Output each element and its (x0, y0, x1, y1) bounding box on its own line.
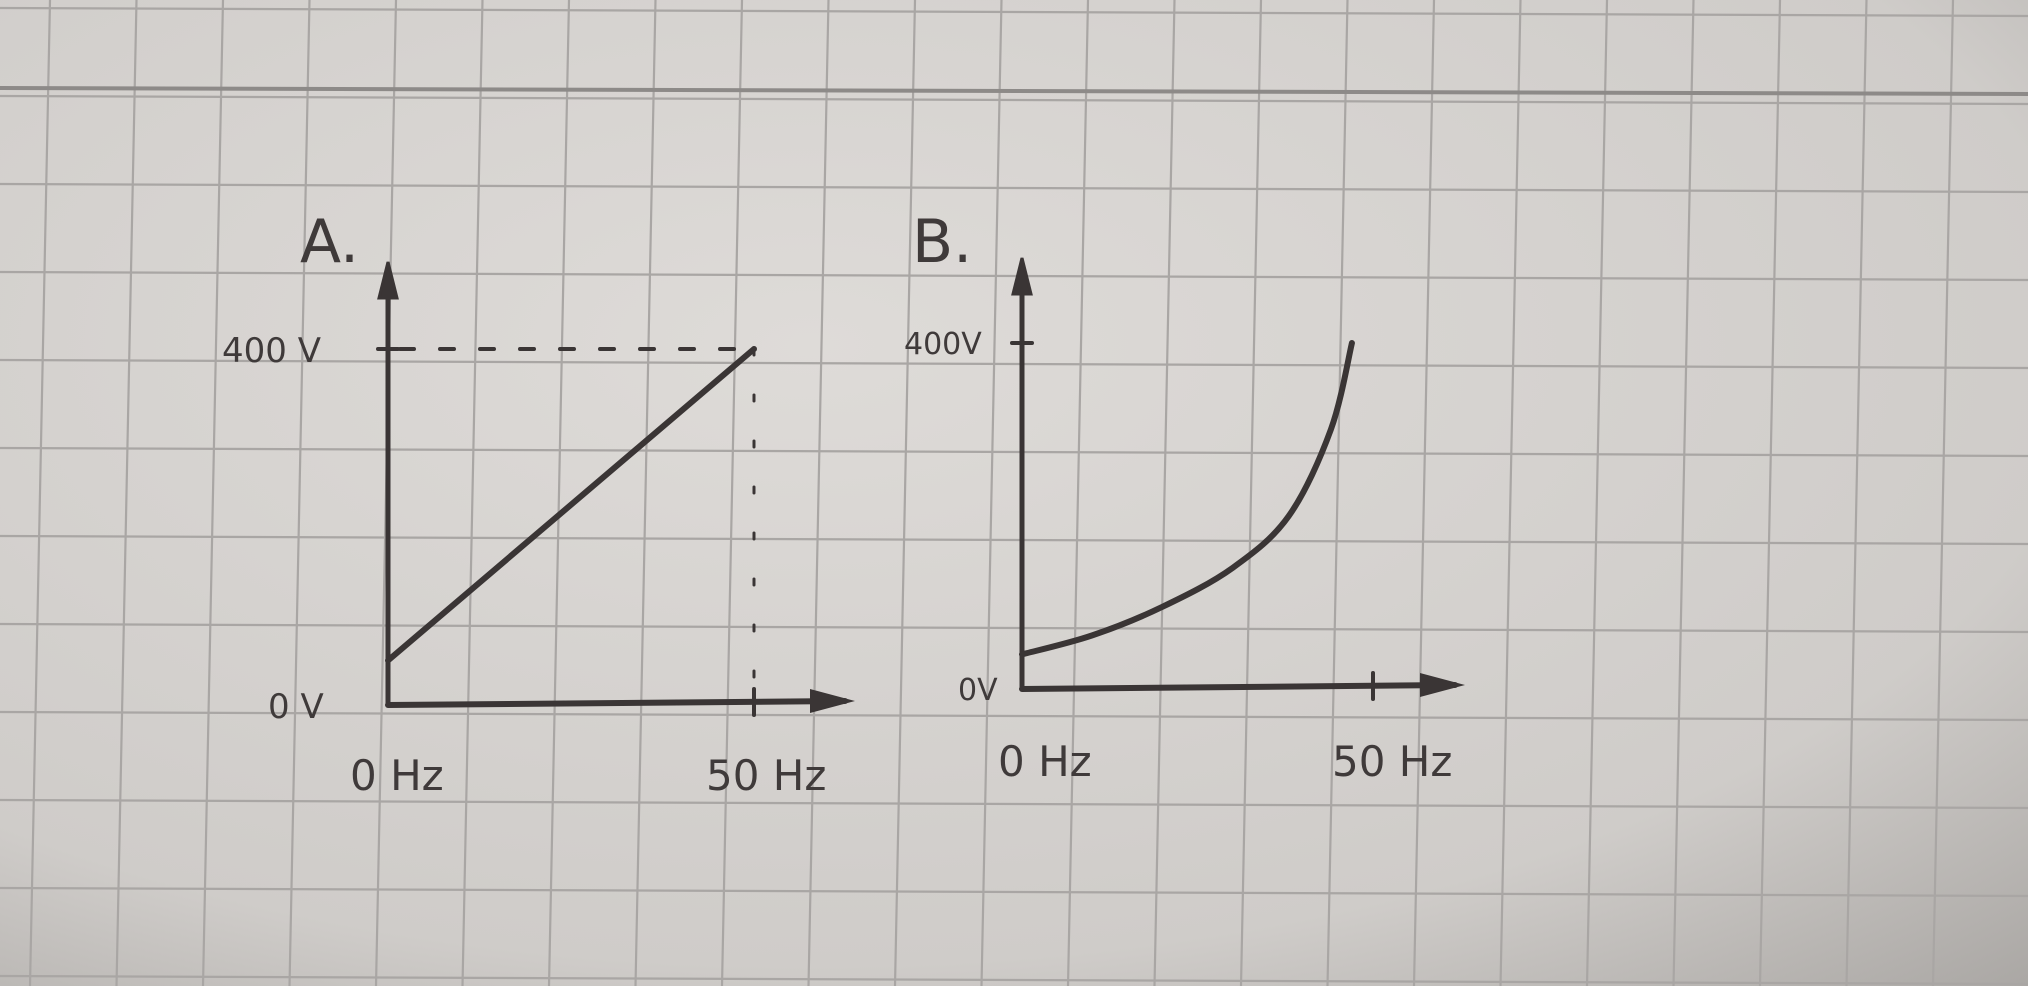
grid-line-horizontal (0, 974, 2028, 986)
chart-b: B. 400V 0V 0 Hz 50 Hz (904, 207, 1465, 786)
grid-line-vertical (547, 0, 571, 986)
grid-line-vertical (288, 0, 311, 986)
chart-b-y-min-label: 0V (958, 673, 998, 708)
grid-line-horizontal (0, 534, 2028, 546)
series-line (385, 346, 757, 664)
y-axis-arrowhead (377, 261, 399, 300)
grid-line-horizontal (0, 358, 2028, 370)
chart-b-y-max-label: 400V (904, 327, 982, 362)
chart-a-y-max-label: 400 V (222, 331, 321, 371)
grid-line-horizontal (0, 886, 2028, 898)
grid-line-horizontal (0, 446, 2028, 458)
chart-a-x-min-label: 0 Hz (350, 751, 444, 800)
chart-b-x-min-label: 0 Hz (998, 737, 1092, 786)
grid-line-vertical (1585, 0, 1609, 986)
grid-line-vertical (115, 0, 138, 986)
grid-line-vertical (634, 0, 657, 986)
grid-line-vertical (1066, 0, 1090, 986)
x-axis-arrowhead (1420, 673, 1465, 697)
x-axis (385, 698, 848, 708)
grid-line-vertical (461, 0, 484, 986)
grid-line-vertical (1845, 0, 1868, 986)
grid-line-horizontal (0, 622, 2028, 634)
grid-line-vertical (201, 0, 225, 986)
chart-a-x-max-label: 50 Hz (706, 751, 826, 800)
paper-margin-line (0, 86, 2028, 96)
grid-line-vertical (1931, 0, 1955, 986)
x-axis (1019, 682, 1458, 692)
grid-line-vertical (1239, 0, 1263, 986)
y-axis-arrowhead (1011, 257, 1033, 296)
grid-line-horizontal (0, 182, 2028, 194)
grid-line-vertical (1758, 0, 1782, 986)
grid-line-vertical (893, 0, 917, 986)
chart-b-title: B. (912, 207, 972, 277)
grid-line-vertical (1499, 0, 1522, 986)
grid-line-vertical (1672, 0, 1695, 986)
grid-line-vertical (720, 0, 744, 986)
chart-a: A. 400 V 0 V 0 Hz 50 Hz (222, 207, 855, 800)
grid-line-vertical (807, 0, 830, 986)
grid-line-horizontal (0, 94, 2028, 106)
grid-line-horizontal (0, 710, 2028, 722)
chart-a-y-min-label: 0 V (268, 687, 324, 727)
grid-line-vertical (28, 0, 52, 986)
chart-b-x-max-label: 50 Hz (1332, 737, 1452, 786)
grid-line-horizontal (0, 6, 2028, 18)
x-axis-arrowhead (810, 689, 855, 713)
grid-line-horizontal (0, 798, 2028, 810)
grid-line-vertical (1412, 0, 1436, 986)
grid-line-vertical (1326, 0, 1349, 986)
grid-line-vertical (1153, 0, 1176, 986)
chart-a-title: A. (300, 207, 359, 277)
grid-line-horizontal (0, 270, 2028, 282)
grid-line-vertical (980, 0, 1003, 986)
